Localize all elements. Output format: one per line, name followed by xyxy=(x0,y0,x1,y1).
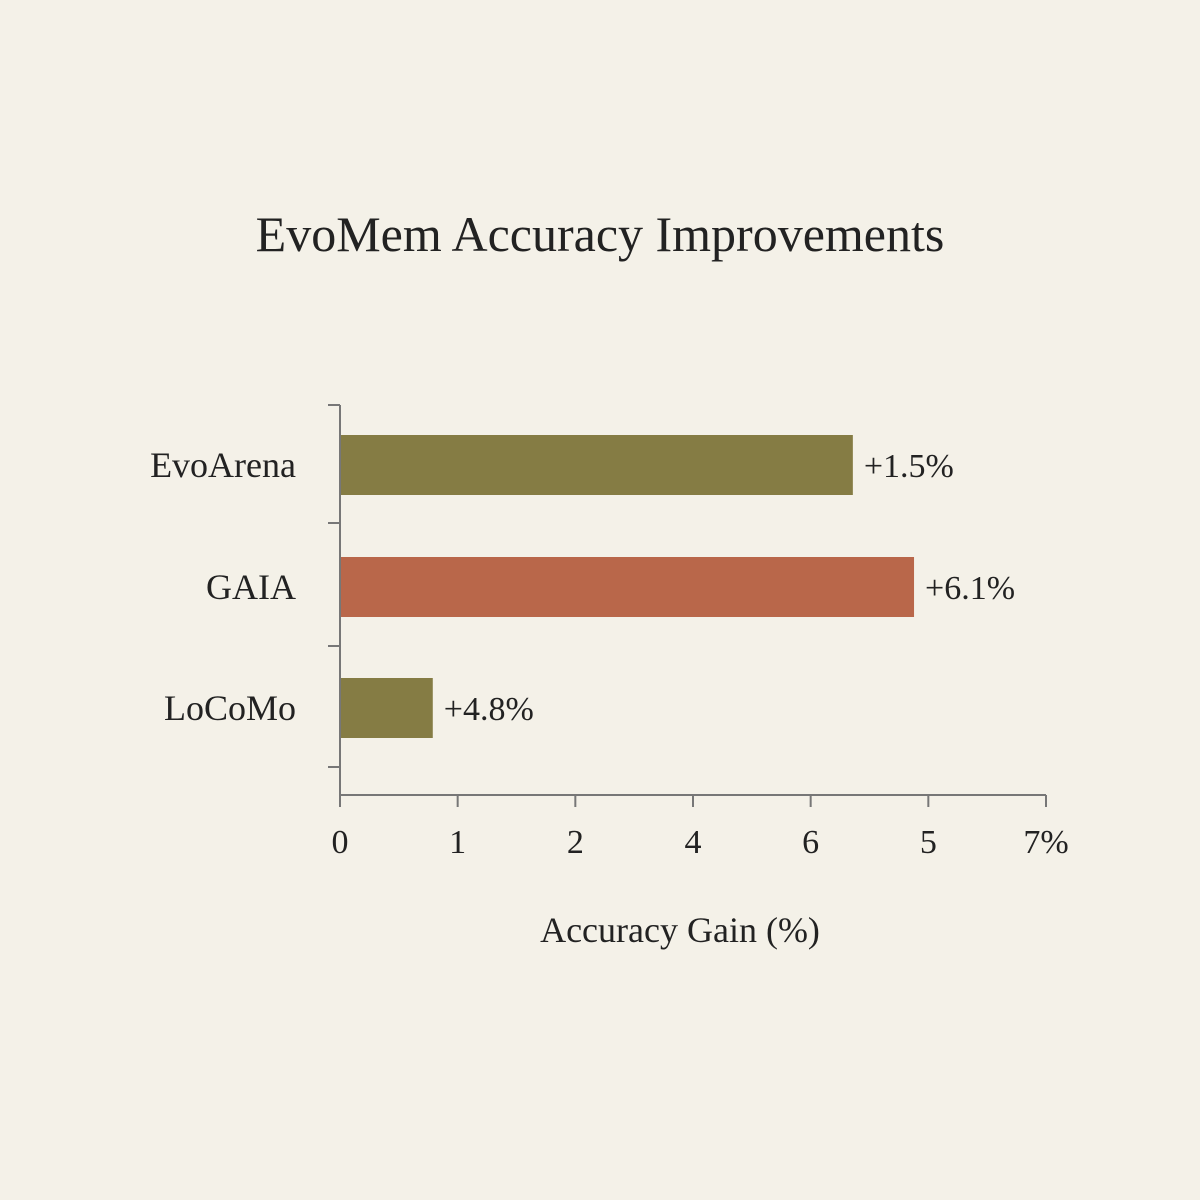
x-tick-label-2: 2 xyxy=(567,824,584,861)
x-axis-title: Accuracy Gain (%) xyxy=(540,910,820,950)
x-tick-label-5: 5 xyxy=(920,824,937,861)
bar-gaia xyxy=(341,557,915,617)
data-label-gaia: +6.1% xyxy=(925,570,1015,607)
chart-labels: 0 1 2 4 6 5 7% EvoArena +1.5% GAIA +6.1% LoCoMo +4.8… xyxy=(150,445,1069,950)
x-tick-label-0: 0 xyxy=(332,824,349,861)
chart-axes xyxy=(328,404,1047,807)
data-label-locomo: +4.8% xyxy=(444,691,534,728)
x-tick-label-1: 1 xyxy=(449,824,466,861)
bar-evoarena xyxy=(341,435,853,495)
category-label-evoarena: EvoArena xyxy=(150,445,296,485)
category-label-gaia: GAIA xyxy=(206,567,296,607)
chart-title: EvoMem Accuracy Improvements xyxy=(255,206,945,262)
chart-bars xyxy=(341,435,915,738)
x-tick-label-4: 6 xyxy=(802,824,819,861)
data-label-evoarena: +1.5% xyxy=(864,448,954,485)
x-tick-label-3: 4 xyxy=(685,824,702,861)
x-tick-label-6: 7% xyxy=(1023,824,1068,861)
category-label-locomo: LoCoMo xyxy=(164,688,296,728)
bar-locomo xyxy=(341,678,433,738)
